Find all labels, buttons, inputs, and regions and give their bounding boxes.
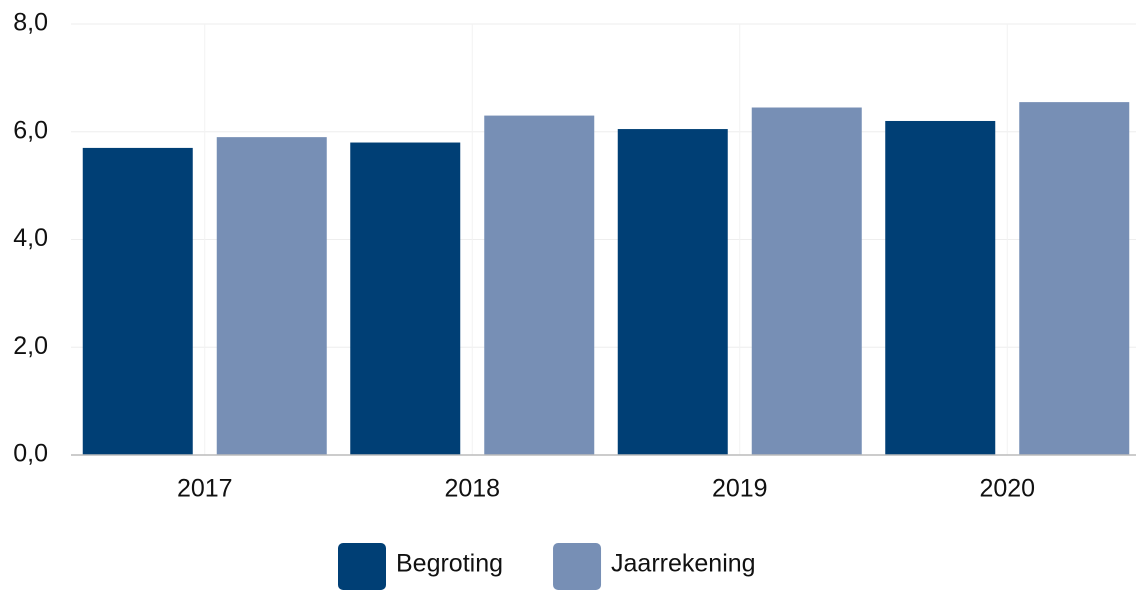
x-tick-label: 2017: [177, 475, 233, 503]
y-tick-label: 6,0: [13, 116, 48, 144]
bar: [617, 129, 728, 455]
legend-swatch: [553, 543, 602, 590]
y-tick-label: 2,0: [13, 332, 48, 360]
bar: [885, 120, 996, 455]
x-tick-label: 2019: [712, 475, 768, 503]
bar: [751, 107, 862, 455]
y-tick-label: 8,0: [13, 9, 48, 37]
bar: [1019, 102, 1130, 456]
bar: [82, 147, 193, 455]
legend-label: Jaarrekening: [611, 550, 756, 578]
bar: [216, 137, 327, 455]
legend-swatch: [338, 543, 386, 590]
y-tick-label: 4,0: [13, 224, 48, 252]
legend-label: Begroting: [396, 550, 503, 578]
y-tick-label: 0,0: [13, 440, 48, 468]
bar: [484, 115, 595, 456]
bar: [350, 142, 461, 455]
x-tick-label: 2020: [979, 475, 1035, 503]
x-tick-label: 2018: [444, 475, 500, 503]
